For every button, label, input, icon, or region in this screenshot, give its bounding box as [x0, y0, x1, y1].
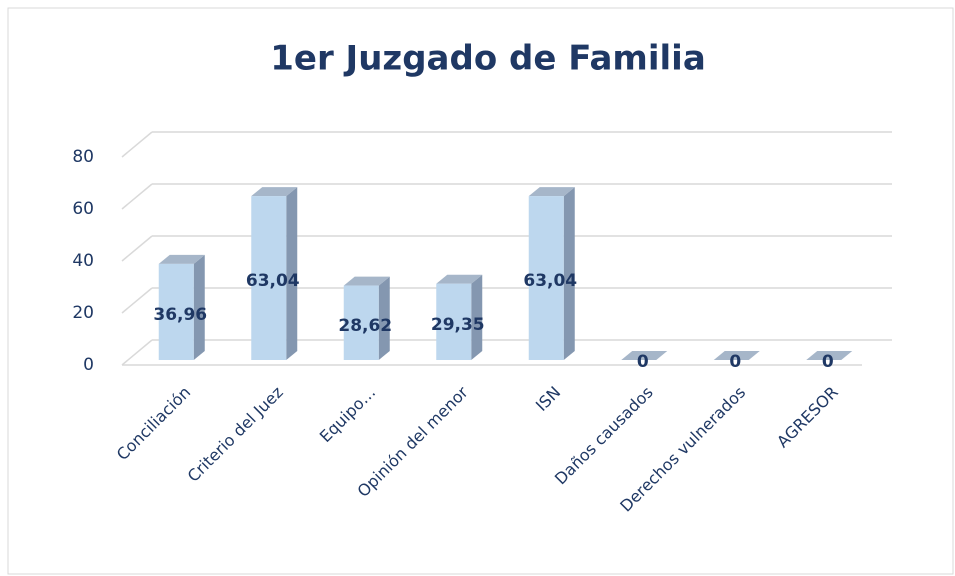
bar-side [563, 187, 575, 360]
bar-top [251, 187, 298, 197]
bar-side [193, 254, 205, 360]
y-tick-label: 40 [72, 251, 94, 271]
bar-top [621, 351, 668, 360]
bar-side [286, 187, 298, 360]
data-label: 63,04 [246, 271, 300, 291]
y-tick-label: 80 [72, 147, 94, 167]
y-tick-label: 0 [83, 355, 94, 375]
y-tick-label: 20 [72, 303, 94, 323]
grid-line-side [121, 235, 153, 262]
grid-line-side [121, 131, 153, 158]
bar [343, 285, 379, 360]
data-label: 29,35 [431, 315, 485, 335]
bar-top [806, 351, 853, 360]
bar [436, 283, 472, 360]
data-label: 36,96 [153, 305, 207, 325]
grid-line-side [121, 183, 153, 210]
data-label: 0 [637, 352, 649, 372]
data-label: 28,62 [338, 316, 392, 336]
bar-side [378, 276, 390, 360]
bar-top [713, 351, 760, 360]
bar-side [471, 274, 483, 360]
data-label: 0 [729, 352, 741, 372]
bar [528, 196, 564, 360]
bar-top [158, 254, 205, 264]
chart-title: 1er Juzgado de Familia [270, 39, 706, 79]
data-label: 0 [822, 352, 834, 372]
y-tick-label: 60 [72, 199, 94, 219]
bar [251, 196, 287, 360]
bar-top [528, 187, 575, 197]
grid-line-side [121, 287, 153, 314]
grid-line-side [121, 339, 153, 366]
data-label: 63,04 [523, 271, 577, 291]
bar [158, 263, 194, 360]
bar-top [343, 276, 390, 286]
bar-top [436, 274, 483, 284]
